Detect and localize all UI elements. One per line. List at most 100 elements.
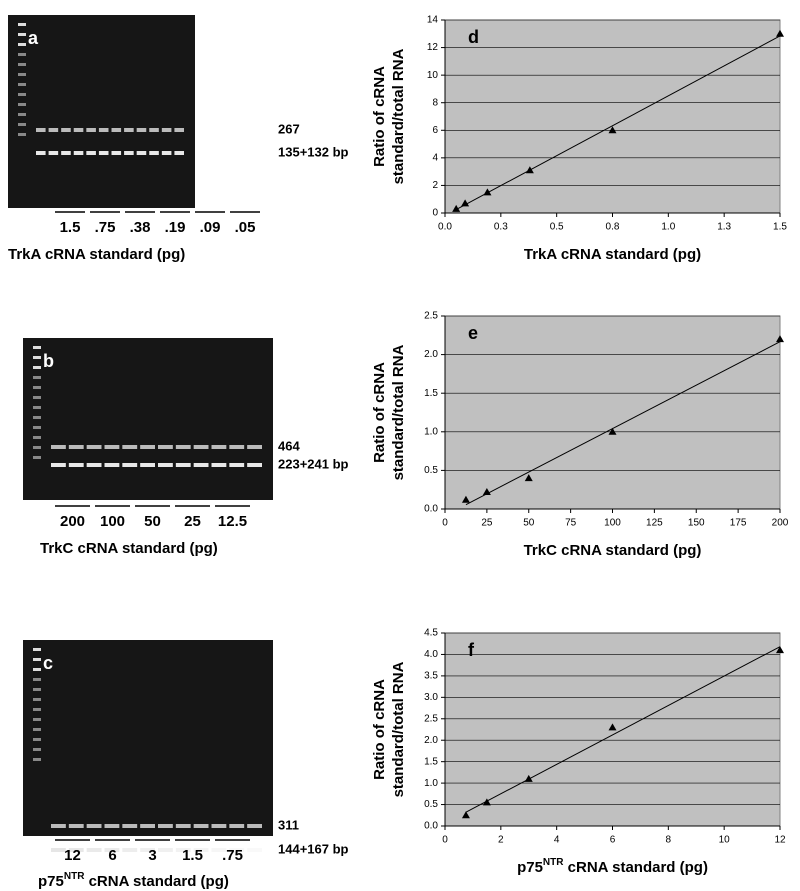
gel-band [140,824,155,828]
gel-band [175,463,191,467]
y-tick-label: 12 [427,42,439,53]
lane-label: 1.5 [60,219,81,236]
gel-ladder-band [18,123,26,126]
gel-image [23,640,273,836]
gel-ladder-band [18,53,26,56]
gel-band [229,445,245,449]
x-tick-label: 200 [772,518,789,529]
x-tick-label: 1.5 [773,222,787,233]
gel-band [158,445,173,449]
y-tick-label: 0.0 [424,504,438,515]
y-tick-label: 3.5 [424,671,438,682]
x-tick-label: 12 [774,835,786,846]
y-tick-label: 4.0 [424,649,438,660]
gel-ladder-band [33,416,41,419]
gel-ladder-band [33,376,41,379]
y-tick-label: 1.5 [424,388,438,399]
gel-band [193,824,209,828]
gel-ladder-band [18,33,26,36]
gel-band [247,824,262,828]
trendline [465,646,781,813]
gel-band [149,128,159,132]
gel-image [23,338,273,500]
data-point [525,166,534,174]
gel-ladder-band [33,738,41,741]
data-point [776,29,784,37]
data-point [461,199,470,207]
gel-letter: c [43,653,53,673]
x-tick-label: 0.0 [438,222,452,233]
gel-band [175,445,191,449]
x-tick-label: 6 [610,835,616,846]
trendline [465,341,781,506]
gel-ladder-band [33,346,41,349]
gel-ladder-band [18,103,26,106]
gel-band [68,824,84,828]
x-tick-label: 0.5 [550,222,564,233]
y-tick-label: 1.5 [424,756,438,767]
y-tick-label: 0.5 [424,799,438,810]
gel-ladder-band [18,23,26,26]
gel-band [174,151,184,155]
gel-band [122,445,138,449]
gel-band [140,463,155,467]
gel-band [193,463,209,467]
gel-band [136,128,147,132]
gel-caption-part: p75 [38,873,64,890]
gel-letter: a [28,28,39,48]
gel-ladder-band [33,456,41,459]
gel-band [61,128,71,132]
gel-band [136,151,147,155]
x-tick-label: 0.3 [494,222,508,233]
gel-band [149,151,159,155]
gel-band [229,463,245,467]
gel-letter: b [43,351,54,371]
band-label: 311 [278,817,299,832]
y-tick-label: 6 [432,125,438,136]
y-tick-label: 2.5 [424,713,438,724]
gel-ladder-band [33,708,41,711]
lane-label: 1.5 [182,847,203,864]
band-label: 135+132 bp [278,144,349,159]
y-tick-label: 8 [432,97,438,108]
gel-band [61,151,71,155]
gel-ladder-band [33,758,41,761]
gel-ladder-band [18,83,26,86]
y-tick-label: 0 [432,208,438,219]
gel-band [104,445,120,449]
band-label: 267 [278,121,300,136]
gel-band [68,463,84,467]
gel-ladder-band [33,648,41,651]
gel-ladder-band [33,688,41,691]
gel-caption: TrkA cRNA standard (pg) [8,246,185,263]
lane-label: .75 [222,847,243,864]
y-tick-label: 2.0 [424,735,438,746]
y-tick-label: 2 [432,180,438,191]
gel-band [158,463,173,467]
gel-band [140,848,155,852]
y-tick-label: 0.0 [424,821,438,832]
gel-band [86,824,102,828]
data-point [452,204,461,212]
band-label: 144+167 bp [278,841,349,856]
trendline [455,35,781,211]
gel-band [104,824,120,828]
x-tick-label: 75 [565,518,577,529]
gel-band [36,151,46,155]
gel-band [193,848,209,852]
gel-ladder-band [33,446,41,449]
x-tick-label: 0 [442,835,448,846]
gel-ladder-band [33,356,41,359]
gel-band [73,151,84,155]
y-tick-label: 2.5 [424,311,438,322]
data-point [482,798,491,806]
gel-ladder-band [33,748,41,751]
gel-band [104,463,120,467]
gel-band [111,151,122,155]
panel-letter: f [468,640,475,660]
gel-band [229,848,245,852]
lane-label: 200 [60,513,85,530]
y-tick-label: 1.0 [424,778,438,789]
gel-band [247,848,262,852]
